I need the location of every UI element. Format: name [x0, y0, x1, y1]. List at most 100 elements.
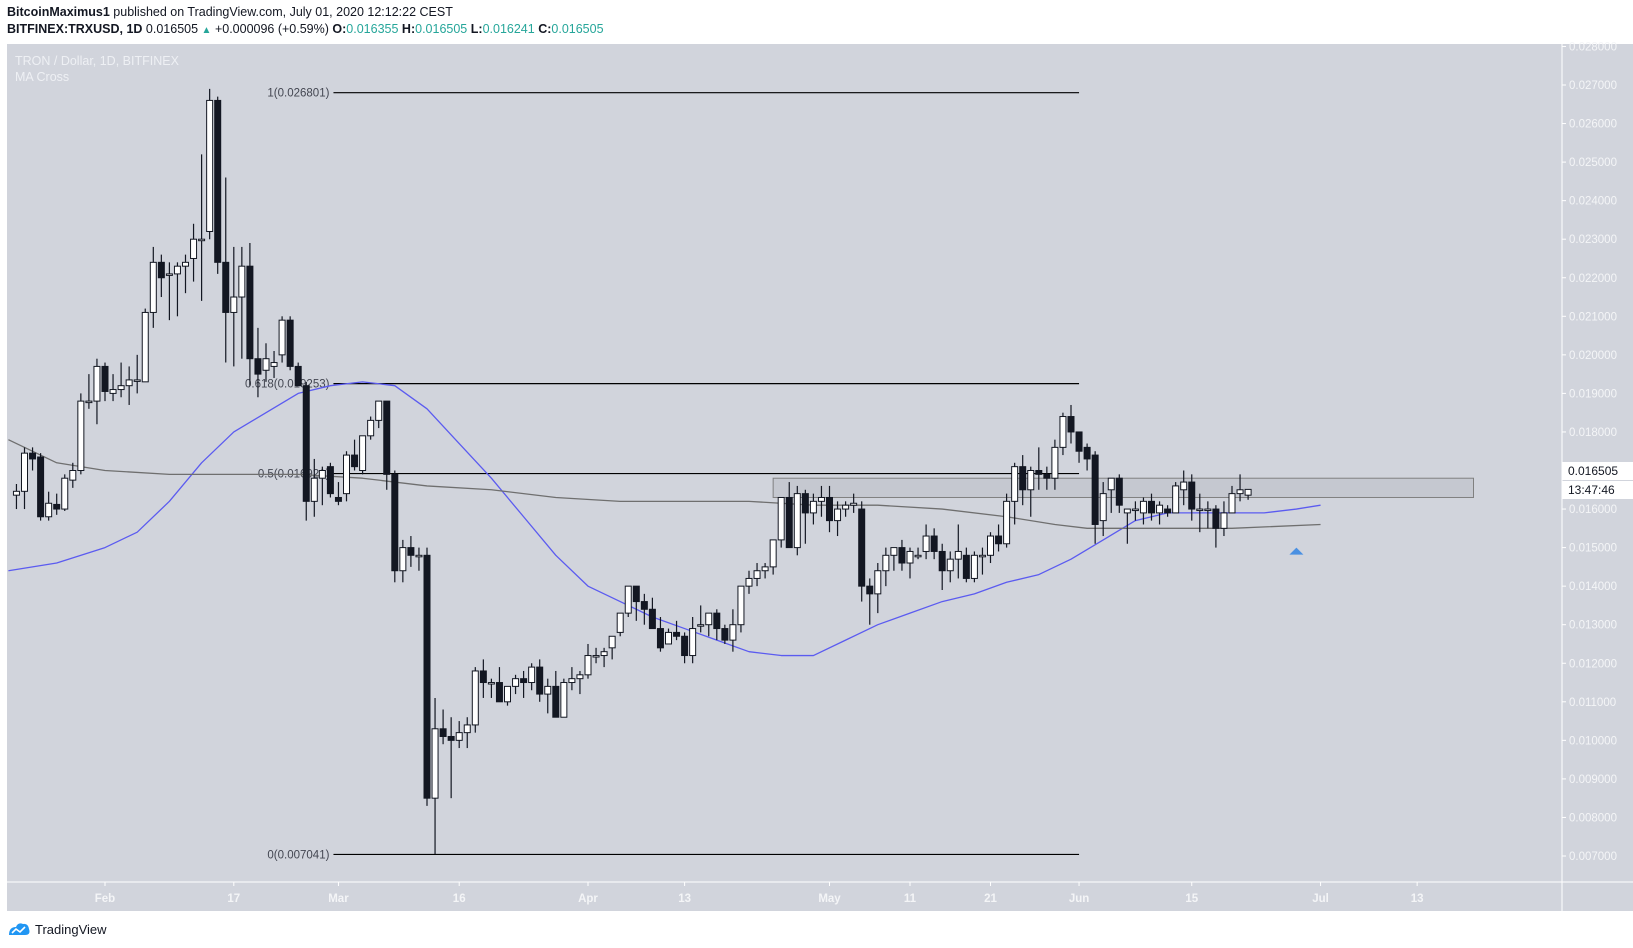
candle-body [753, 570, 761, 579]
candle-body [995, 535, 1003, 545]
candle-body [310, 477, 318, 502]
candle-body [1115, 477, 1123, 506]
candle-body [1148, 500, 1155, 514]
candle-body [286, 319, 294, 367]
symbol-info-line: BITFINEX:TRXUSD, 1D 0.016505 ▲ +0.000096… [7, 22, 604, 36]
candle-body [1244, 488, 1252, 496]
candle-body [21, 452, 28, 492]
candle-body [1083, 446, 1091, 460]
price-axis-label: 0.009000 [1569, 774, 1617, 786]
ma-fast-line [8, 381, 1321, 657]
chart-panel[interactable] [7, 44, 1633, 911]
candle-body [946, 558, 954, 572]
candle-body [262, 358, 270, 371]
price-axis-label: 0.025000 [1569, 157, 1617, 169]
candle-body [423, 554, 431, 799]
candle-body [544, 685, 552, 695]
candle-body [834, 508, 842, 522]
price-axis-label: 0.028000 [1569, 41, 1617, 53]
time-axis-label: Apr [578, 893, 598, 905]
candle-body [1156, 504, 1164, 514]
candle-body [326, 466, 334, 495]
time-axis-label: Mar [328, 893, 349, 905]
symbol-name: BITFINEX:TRXUSD, 1D [7, 22, 143, 36]
candle-body [576, 674, 584, 680]
candle-body [600, 651, 608, 657]
candle-body [536, 666, 544, 695]
time-axis-label: 17 [227, 893, 240, 905]
footer-brand[interactable]: TradingView [7, 921, 107, 937]
candle-body [560, 682, 568, 718]
time-axis-label: 11 [904, 893, 917, 905]
price-axis-label: 0.022000 [1569, 273, 1617, 285]
candle-body [37, 456, 45, 518]
candle-body [125, 379, 133, 387]
candle-body [874, 570, 882, 595]
ma-slow-line [8, 439, 1321, 529]
candle-body [214, 99, 222, 263]
candle-body [842, 504, 850, 510]
candle-body [520, 678, 528, 684]
price-axis-label: 0.016000 [1569, 504, 1617, 516]
author-name[interactable]: BitcoinMaximus1 [7, 5, 110, 19]
candle-body [721, 628, 729, 641]
high-value: 0.016505 [415, 22, 468, 36]
candle-body [399, 547, 407, 572]
bar-countdown-tag: 13:47:46 [1562, 481, 1633, 499]
price-axis-label: 0.015000 [1569, 543, 1617, 555]
candle-body [182, 261, 189, 267]
close-label: C: [538, 22, 552, 36]
candle-body [165, 273, 173, 276]
candle-body [254, 358, 262, 375]
candle-body [53, 503, 61, 510]
chart-legend: TRON / Dollar, 1D, BITFINEX MA Cross [15, 53, 179, 85]
candle-body [1196, 508, 1204, 512]
candle-body [447, 735, 455, 741]
candle-body [938, 550, 946, 572]
candle-body [101, 365, 109, 392]
high-label: H: [401, 22, 416, 36]
candle-body [173, 265, 181, 275]
candle-body [1027, 470, 1035, 491]
candle-body [689, 628, 697, 657]
candle-body [665, 631, 672, 645]
arrow-up-icon[interactable] [1289, 547, 1304, 555]
candle-body [584, 655, 592, 676]
resistance-zone-rect[interactable] [772, 477, 1474, 498]
legend-indicator[interactable]: MA Cross [15, 70, 70, 84]
candle-body [471, 670, 479, 726]
price-axis-label: 0.010000 [1569, 735, 1617, 747]
current-price-tag: 0.016505 [1562, 462, 1633, 480]
candle-body [1172, 485, 1180, 514]
candle-body [246, 265, 254, 360]
open-label: O: [332, 22, 347, 36]
candle-body [656, 628, 664, 649]
price-axis-label: 0.007000 [1569, 851, 1617, 863]
candle-body [1180, 481, 1188, 491]
candle-body [294, 365, 302, 387]
candle-body [93, 365, 101, 402]
candle-body [1212, 508, 1220, 529]
candle-body [898, 547, 906, 564]
candle-body [302, 385, 310, 502]
candle-body [431, 728, 439, 799]
candle-body [278, 319, 286, 356]
candle-body [141, 311, 149, 383]
candle-body [713, 612, 721, 630]
candle-body [850, 502, 858, 506]
open-value: 0.016355 [346, 22, 399, 36]
price-axis-label: 0.019000 [1569, 388, 1617, 400]
candle-body [1035, 470, 1043, 475]
candle-body [761, 566, 769, 572]
candle-body [1019, 466, 1027, 491]
candle-body [809, 500, 817, 514]
candle-body [552, 685, 560, 718]
candle-body [455, 732, 463, 741]
candle-body [495, 682, 503, 703]
price-axis-label: 0.027000 [1569, 80, 1617, 92]
candle-body [222, 261, 230, 313]
candle-body [729, 624, 737, 641]
candle-body [383, 400, 391, 475]
low-value: 0.016241 [482, 22, 535, 36]
